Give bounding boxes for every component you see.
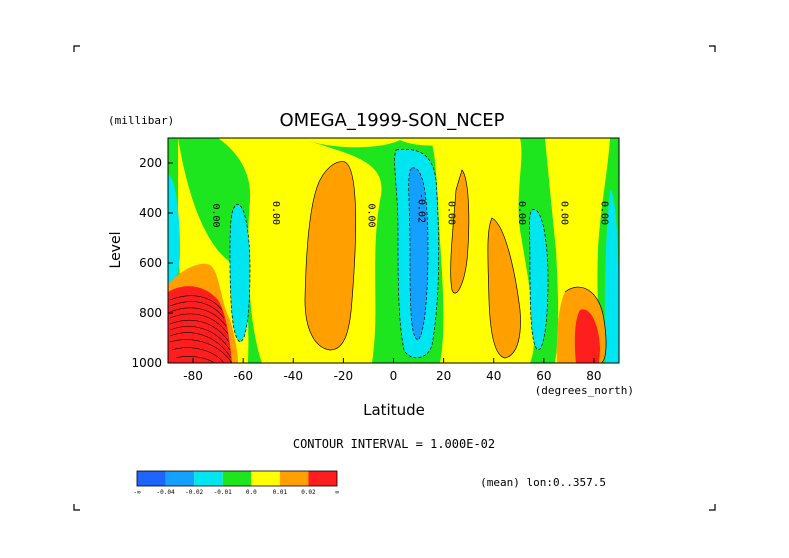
y-tick-label: 1000	[131, 356, 162, 370]
region-cyan-edge	[604, 190, 619, 363]
chart-title: OMEGA_1999-SON_NCEP	[280, 110, 505, 131]
x-tick-label: -80	[183, 369, 203, 383]
contour-label: 0.00	[210, 203, 221, 227]
colorbar-label: 0.0	[246, 489, 257, 496]
x-tick-label: 0	[390, 369, 398, 383]
contour-label: 0.00	[516, 201, 527, 225]
y-axis: 200 400 600 800 1000	[131, 156, 173, 370]
region-orange-south	[305, 161, 356, 350]
x-tick-label: -20	[334, 369, 354, 383]
x-tick-label: 60	[536, 369, 551, 383]
x-units-label: (degrees_north)	[535, 384, 634, 397]
region-blue-equator	[408, 167, 428, 340]
contour-label: 0.00	[558, 201, 569, 225]
region-cyan-left-edge	[168, 175, 180, 285]
colorbar-label: -∞	[133, 489, 141, 496]
y-tick-label: 800	[139, 306, 162, 320]
x-axis-title: Latitude	[363, 401, 425, 419]
region-cyan-55n	[529, 209, 548, 350]
x-tick-label: 40	[486, 369, 501, 383]
contour-labels: 0.00 0.00 0.00 -0.02 0.00 0.00 0.00 0.00	[210, 193, 609, 228]
colorbar-label: -0.02	[185, 489, 203, 496]
region-cyan-50s	[230, 204, 250, 342]
colorbar-swatch	[222, 471, 252, 486]
x-tick-label: -40	[283, 369, 303, 383]
contour-lines	[229, 149, 607, 363]
colorbar: -∞ -0.04 -0.02 -0.01 0.0 0.01 0.02 ∞	[133, 470, 339, 496]
region-orange-40n	[487, 218, 521, 358]
contour-plot-area	[167, 137, 620, 364]
colorbar-label: 0.02	[301, 489, 316, 496]
x-tick-label: 20	[436, 369, 451, 383]
dense-contour-lines	[169, 295, 233, 363]
x-tick-label: 80	[586, 369, 601, 383]
contour-interval-text: CONTOUR INTERVAL = 1.000E-02	[293, 437, 495, 451]
colorbar-swatch	[137, 471, 166, 486]
y-tick-label: 600	[139, 256, 162, 270]
y-tick-label: 400	[139, 206, 162, 220]
colorbar-swatch	[308, 471, 337, 486]
footnote-mean-lon: (mean) lon:0..357.5	[480, 476, 606, 489]
region-red-antarctic	[168, 286, 232, 363]
x-axis: -80 -60 -40 -20 0 20 40 60 80	[183, 358, 602, 383]
x-tick-label: -60	[233, 369, 253, 383]
colorbar-swatch	[165, 471, 195, 486]
region-red-80n	[574, 309, 600, 363]
crop-marks	[73, 45, 716, 511]
y-units-label: (millibar)	[108, 114, 174, 127]
colorbar-swatch	[279, 471, 309, 486]
colorbar-swatch	[194, 471, 223, 486]
colorbar-label: -0.04	[157, 489, 175, 496]
region-yellow-top	[300, 138, 470, 148]
colorbar-frame	[136, 470, 338, 487]
contour-label: 0.00	[598, 201, 609, 225]
colorbar-label: 0.01	[273, 489, 288, 496]
y-axis-title: Level	[108, 232, 124, 269]
colorbar-label: ∞	[335, 489, 339, 496]
colorbar-label: -0.01	[214, 489, 232, 496]
contour-label: -0.02	[416, 193, 427, 223]
contour-label: 0.00	[270, 201, 281, 225]
contour-label: 0.00	[365, 203, 376, 227]
colorbar-swatch	[251, 471, 280, 486]
y-tick-label: 200	[139, 156, 162, 170]
contour-label: 0.00	[446, 201, 457, 225]
